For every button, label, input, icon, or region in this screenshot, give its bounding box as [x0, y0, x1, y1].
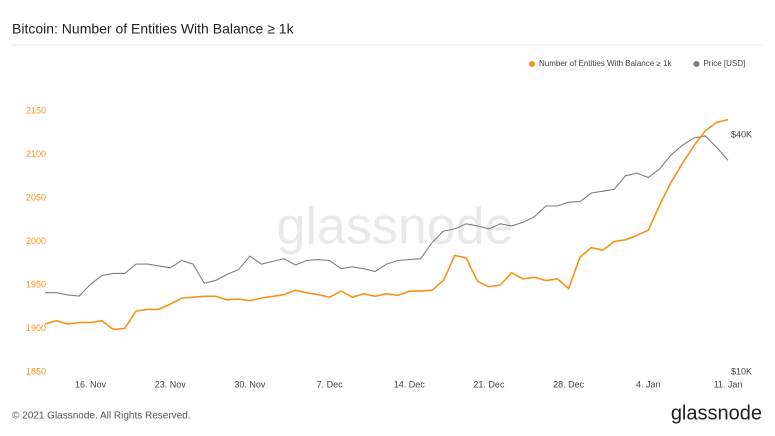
x-tick-label: 4. Jan: [636, 379, 661, 389]
logo: glassnode: [671, 402, 762, 424]
y-tick-label: 1850: [26, 366, 46, 376]
y-tick-label: 2100: [26, 149, 46, 159]
watermark: glassnode: [276, 198, 513, 256]
y-tick-label: 2150: [26, 105, 46, 115]
legend-marker: [693, 61, 700, 67]
y2-tick-label: $40K: [731, 129, 752, 139]
series-line: [44, 118, 729, 331]
x-tick-label: 14. Dec: [394, 379, 426, 389]
x-tick-label: 30. Nov: [234, 379, 266, 389]
y2-tick-label: $10K: [731, 366, 752, 376]
x-tick-label: 11. Jan: [714, 379, 743, 389]
series-line: [45, 135, 729, 297]
chart-title: Bitcoin: Number of Entities With Balance…: [12, 21, 295, 37]
x-tick-label: 16. Nov: [75, 379, 107, 389]
x-tick-label: 21. Dec: [473, 379, 505, 389]
y-tick-label: 2000: [26, 236, 46, 246]
y-tick-label: 1900: [26, 323, 46, 333]
y-tick-label: 2050: [26, 192, 46, 202]
x-tick-label: 23. Nov: [155, 379, 187, 389]
legend-label: Price [USD]: [703, 59, 745, 68]
legend-marker: [529, 61, 535, 67]
y-tick-label: 1950: [26, 279, 46, 289]
x-tick-label: 28. Dec: [553, 379, 585, 389]
copyright: © 2021 Glassnode. All Rights Reserved.: [12, 411, 191, 422]
legend-label: Number of Entities With Balance ≥ 1k: [539, 59, 672, 68]
x-tick-label: 7. Dec: [317, 379, 344, 389]
